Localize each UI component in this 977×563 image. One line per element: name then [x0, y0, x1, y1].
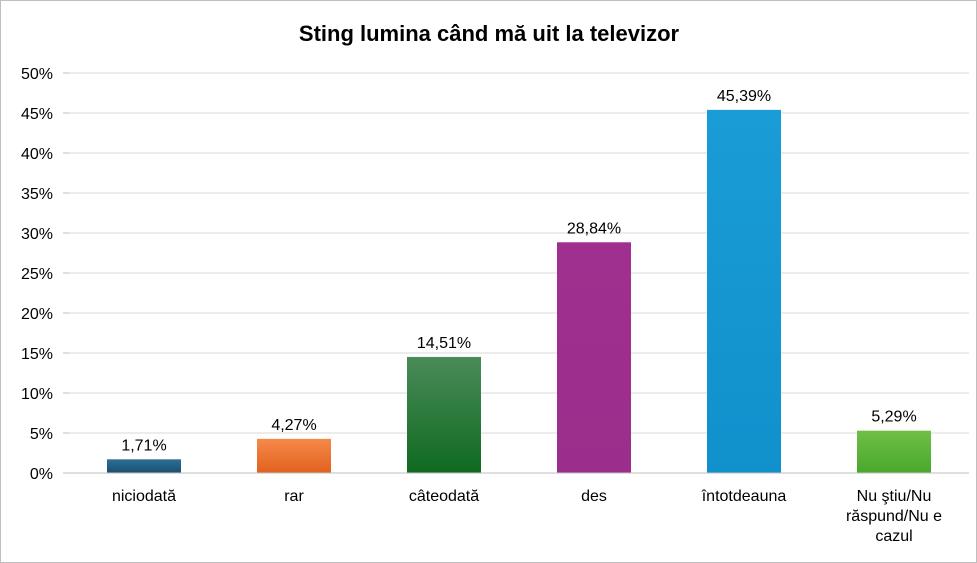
- y-tick-label: 15%: [21, 346, 53, 363]
- data-label: 4,27%: [271, 417, 316, 434]
- chart-title: Sting lumina când mă uit la televizor: [299, 21, 680, 46]
- x-category-label: rar: [284, 488, 304, 505]
- x-category-label: câteodată: [409, 488, 479, 505]
- gridlines: [69, 72, 969, 434]
- data-label: 14,51%: [417, 335, 471, 352]
- x-category-label: cazul: [875, 528, 912, 545]
- x-category-label: niciodată: [112, 488, 176, 505]
- y-axis-tick-labels: 0% 5% 10% 15% 20% 25% 30% 35% 40% 45% 50%: [21, 66, 69, 483]
- x-category-label: des: [581, 488, 607, 505]
- y-tick-label: 25%: [21, 266, 53, 283]
- data-label: 45,39%: [717, 88, 771, 105]
- x-category-label: Nu ştiu/Nu: [857, 488, 932, 505]
- y-tick-label: 30%: [21, 226, 53, 243]
- y-tick-label: 45%: [21, 106, 53, 123]
- y-tick-label: 0%: [30, 466, 53, 483]
- data-label: 1,71%: [121, 437, 166, 454]
- y-tick-label: 35%: [21, 186, 53, 203]
- data-labels: 1,71% 4,27% 14,51% 28,84% 45,39% 5,29%: [121, 88, 916, 454]
- y-tick-label: 20%: [21, 306, 53, 323]
- bar-2: [257, 438, 331, 473]
- y-tick-label: 10%: [21, 386, 53, 403]
- x-axis-category-labels: niciodată rar câteodată des întotdeauna Nu şt…: [112, 488, 942, 545]
- bar-6: [857, 430, 931, 473]
- y-tick-label: 50%: [21, 66, 53, 83]
- data-label: 5,29%: [871, 409, 916, 426]
- bar-3: [407, 356, 481, 473]
- y-tick-label: 40%: [21, 146, 53, 163]
- bar-4: [557, 242, 631, 473]
- bar-1: [107, 459, 181, 473]
- data-label: 28,84%: [567, 220, 621, 237]
- y-tick-label: 5%: [30, 426, 53, 443]
- bars: [107, 109, 931, 473]
- x-category-label: întotdeauna: [701, 488, 787, 505]
- bar-5: [707, 109, 781, 473]
- x-category-label: răspund/Nu e: [846, 508, 942, 525]
